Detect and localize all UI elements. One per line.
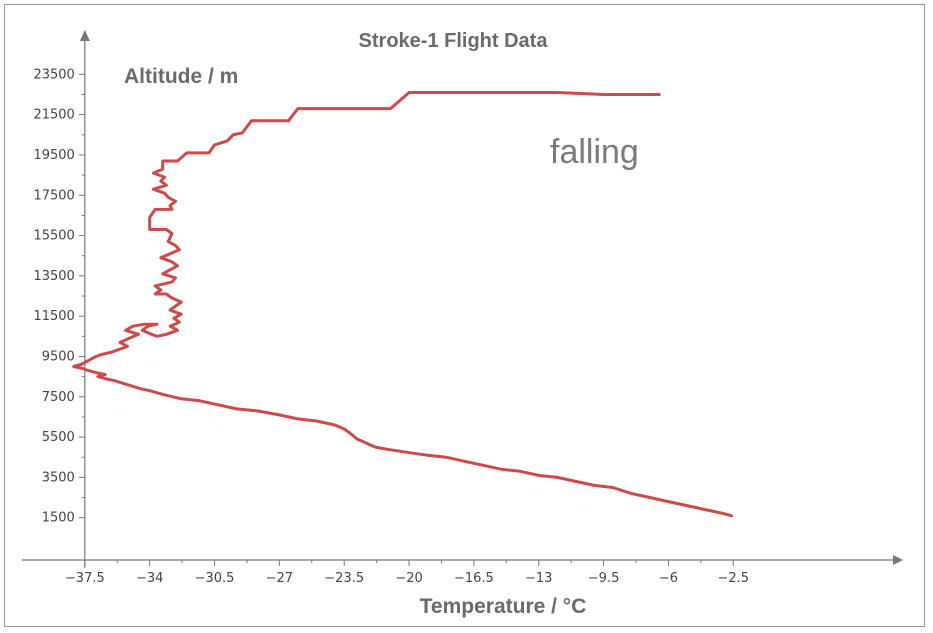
y-axis-arrow-icon: [79, 30, 90, 41]
y-tick-label: 1500: [42, 511, 75, 526]
x-tick-label: −6: [659, 571, 678, 586]
y-tick-label: 17500: [33, 188, 74, 203]
x-tick-label: −2.5: [717, 571, 749, 586]
y-tick-label: 3500: [42, 470, 75, 485]
x-tick-label: −9.5: [588, 571, 620, 586]
x-ticks: −37.5 −34 −30.5 −27 −23.5 −20 −16.5 −13 −9.5 −6 −2…: [65, 560, 749, 586]
y-tick-label: 9500: [42, 349, 75, 364]
y-tick-label: 5500: [42, 430, 75, 445]
y-tick-label: 19500: [33, 148, 74, 163]
x-tick-label: −37.5: [65, 571, 105, 586]
x-axis-arrow-icon: [893, 555, 903, 565]
x-tick-label: −27: [266, 571, 293, 586]
y-tick-label: 11500: [33, 309, 74, 324]
y-ticks: 1500 3500 5500 7500 9500 11500 13500 15500 17500…: [33, 67, 85, 526]
x-tick-label: −20: [395, 571, 422, 586]
chart-frame: [4, 4, 925, 627]
axes: [22, 30, 903, 568]
y-tick-label: 15500: [33, 229, 74, 244]
y-tick-label: 21500: [33, 108, 74, 123]
x-axis-label: Temperature / °C: [420, 595, 587, 618]
x-tick-label: −23.5: [324, 571, 364, 586]
x-tick-label: −30.5: [195, 571, 235, 586]
x-tick-label: −34: [136, 571, 163, 586]
y-tick-label: 23500: [33, 67, 74, 82]
annotation-falling: falling: [550, 133, 639, 171]
x-tick-label: −13: [525, 571, 552, 586]
y-tick-label: 7500: [42, 390, 75, 405]
y-axis-label: Altitude / m: [124, 65, 238, 88]
chart-title: Stroke-1 Flight Data: [359, 30, 549, 52]
x-tick-label: −16.5: [454, 571, 494, 586]
y-tick-label: 13500: [33, 269, 74, 284]
series-line: [72, 91, 733, 518]
